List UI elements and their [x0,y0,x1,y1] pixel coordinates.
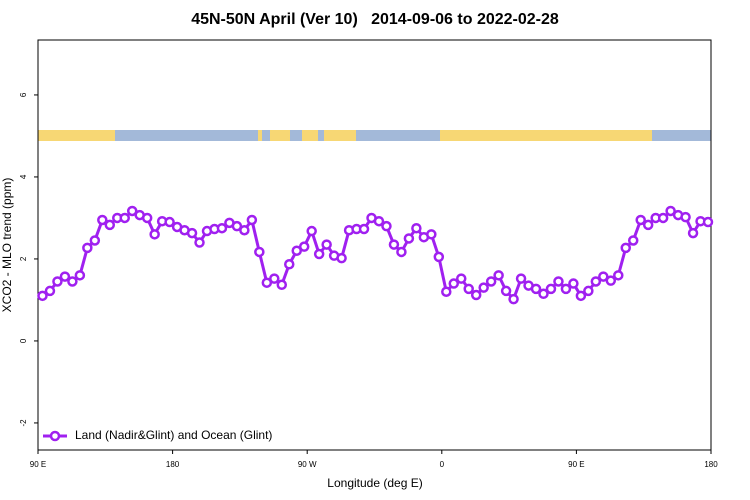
data-point [560,283,572,295]
x-tick-label: 90 W [298,460,317,469]
data-point [336,252,347,264]
data-point [665,205,676,217]
data-point [500,285,512,297]
data-point [254,246,265,258]
data-point [613,270,624,281]
data-point [82,242,93,254]
data-point [485,276,497,287]
data-point [590,276,602,287]
data-point [388,239,400,250]
data-point [126,205,138,217]
data-point [538,288,549,300]
data-point [426,229,437,240]
data-point [67,276,78,287]
data-point [97,214,108,226]
legend-marker [49,430,61,442]
data-point [261,277,273,288]
data-point [680,211,691,223]
data-point [627,235,639,246]
data-point [642,219,654,231]
land-ocean-strip [38,130,711,141]
data-point [321,239,332,250]
x-tick-label: 180 [704,460,718,469]
data-point [194,237,205,248]
data-point [515,273,527,284]
data-point [635,214,646,226]
data-point [605,275,617,286]
data-point [463,283,474,295]
data-point [433,251,445,263]
y-tick-label: -2 [19,419,28,427]
data-point [687,227,699,239]
data-point [530,283,542,295]
data-point [478,282,489,293]
data-point [396,246,407,258]
data-point [141,212,153,224]
data-point [575,290,587,302]
data-point [119,212,130,224]
data-point [493,270,504,281]
y-tick-label: 4 [19,174,28,179]
data-point [657,212,669,224]
x-tick-label: 0 [440,460,445,469]
data-point [231,220,243,232]
data-point [149,229,160,240]
data-point [74,270,86,281]
data-point [291,245,302,256]
data-point [186,227,198,239]
data-point [598,271,609,282]
y-tick-label: 2 [19,256,28,261]
data-point [37,290,48,302]
data-point [284,259,295,270]
data-point [246,214,258,226]
data-point [306,225,317,237]
data-point [455,273,467,284]
data-point [702,216,714,228]
data-point [448,278,460,289]
data-point [239,224,250,236]
data-point [59,271,71,282]
data-point [620,242,632,254]
data-point [403,233,415,244]
data-point [276,279,288,291]
data-point [583,285,594,297]
x-axis-label: Longitude (deg E) [327,476,422,490]
data-point [411,222,422,234]
data-point [545,283,557,295]
y-tick-label: 0 [19,338,28,343]
data-point [441,286,452,297]
x-tick-label: 90 E [568,460,584,469]
data-point [216,222,228,234]
data-point [373,215,385,227]
y-axis-label: XCO2 - MLO trend (ppm) [0,178,14,313]
data-point [313,248,325,260]
data-point [104,219,116,231]
plot-frame [37,39,712,451]
data-point [164,216,175,228]
data-point [470,289,482,301]
x-tick-label: 180 [166,460,180,469]
data-point [269,273,280,284]
data-point [381,220,392,232]
data-point [568,278,579,289]
data-point [508,293,519,305]
chart-title: 45N-50N April (Ver 10) 2014-09-06 to 202… [191,11,559,28]
data-point [89,235,101,246]
data-point [553,276,564,287]
data-point [358,223,370,235]
data-point [52,276,63,287]
y-tick-label: 6 [19,92,28,97]
data-point [44,285,56,297]
data-point [298,241,310,252]
legend-label: Land (Nadir&Glint) and Ocean (Glint) [75,428,272,442]
x-tick-label: 90 E [30,460,46,469]
